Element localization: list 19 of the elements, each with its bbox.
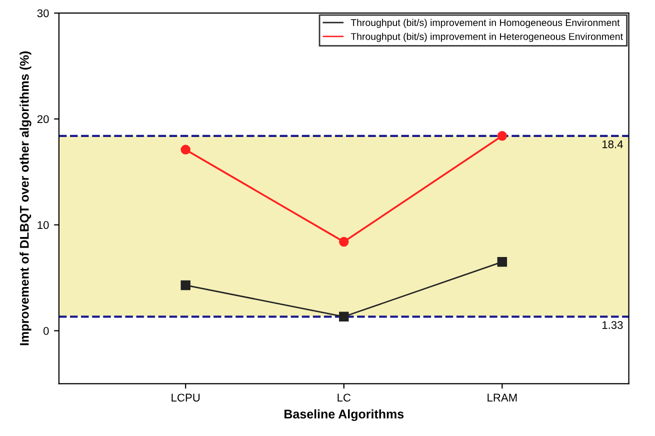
point: [339, 312, 349, 322]
point: [180, 280, 190, 290]
y-tick-label: 10: [38, 221, 49, 229]
legend-label: Throughput (bit/s) improvement in Heterogeneous Environment: [350, 32, 623, 42]
point: [180, 144, 190, 155]
y-tick-label: 0: [43, 327, 49, 335]
ref-line-label: 1.33: [602, 321, 623, 329]
x-tick-label: LC: [338, 394, 351, 402]
y-tick-label: 20: [37, 115, 49, 124]
point: [339, 236, 349, 247]
point: [497, 131, 508, 141]
x-tick-label: LCPU: [172, 394, 200, 402]
ref-line-label: 18.4: [602, 140, 623, 148]
x-axis-title: Baseline Algorithms: [284, 409, 404, 422]
x-tick-label: LRAM: [488, 394, 517, 402]
y-axis-title: Improvement of DLBQT over other algorithms (%): [20, 51, 32, 346]
y-tick-label: 30: [37, 9, 49, 18]
point: [497, 257, 508, 267]
legend-label: Throughput (bit/s) improvement in Homogeneous Environment: [350, 18, 620, 28]
